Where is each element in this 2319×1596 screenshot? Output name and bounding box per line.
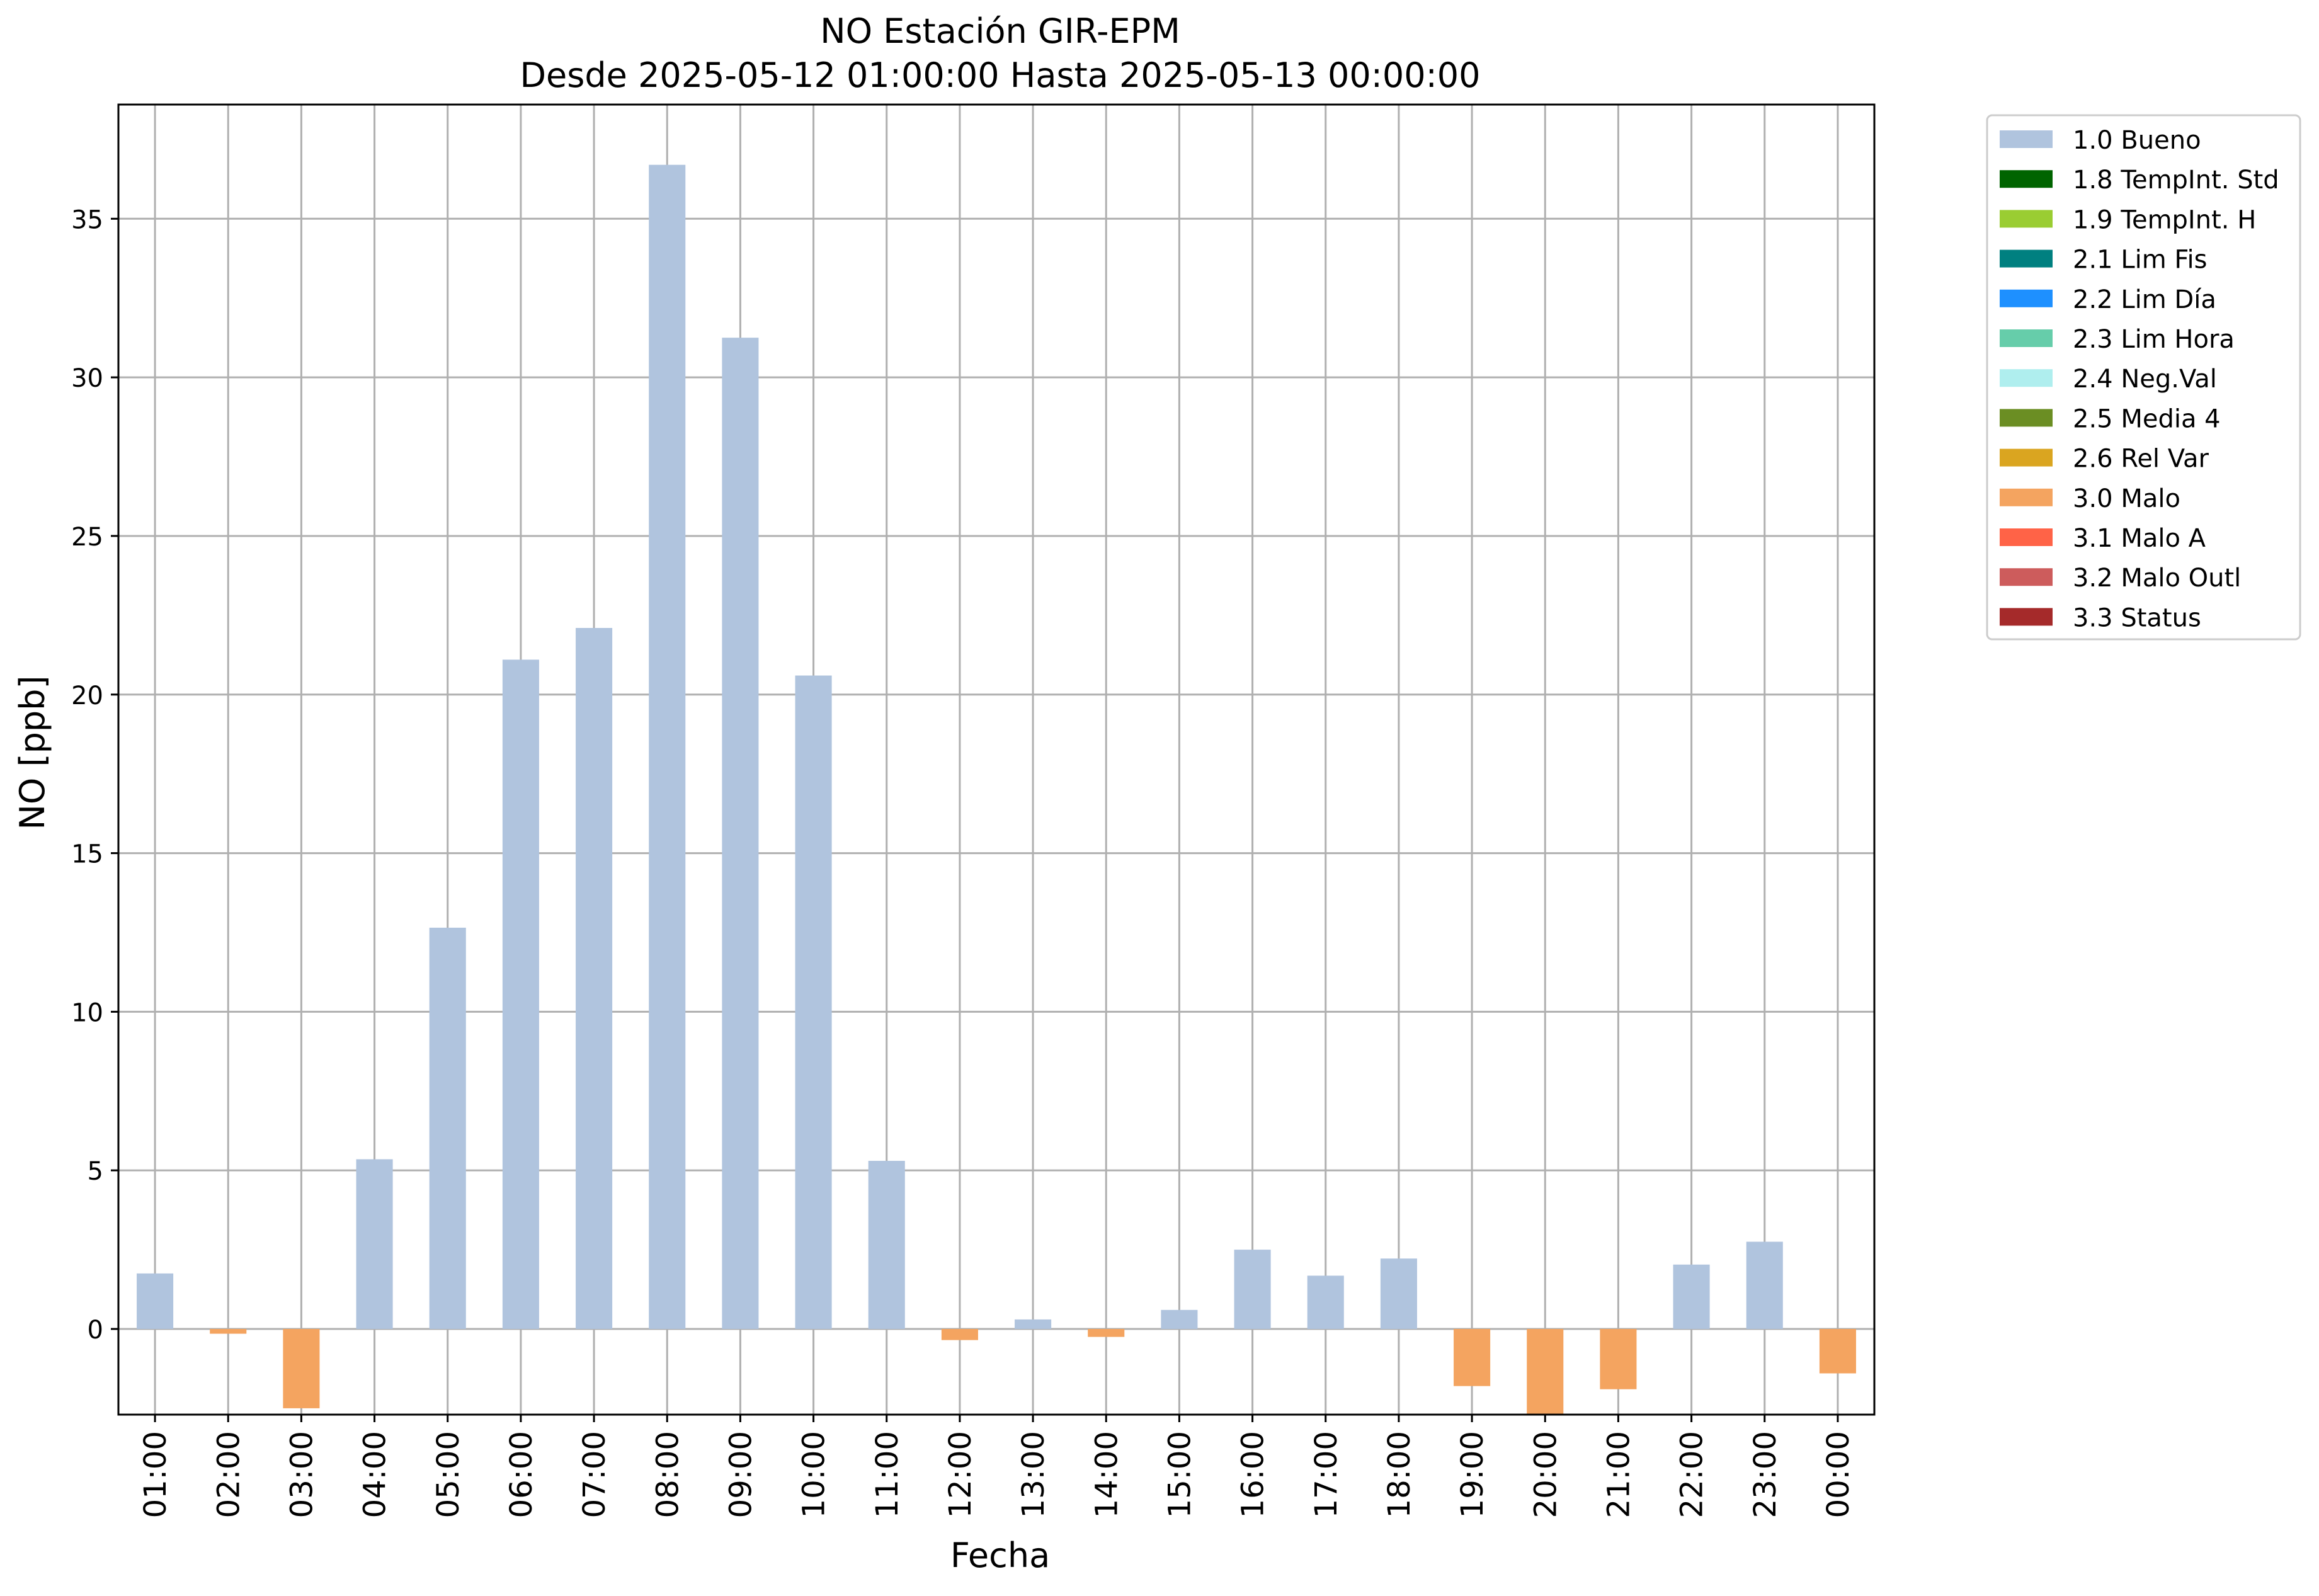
- legend-swatch: [2000, 210, 2053, 228]
- y-tick-label: 25: [71, 523, 103, 552]
- y-tick-label: 35: [71, 205, 103, 234]
- y-tick-label: 0: [88, 1316, 103, 1345]
- bar: [941, 1329, 978, 1340]
- legend-swatch: [2000, 568, 2053, 586]
- legend-swatch: [2000, 409, 2053, 427]
- legend-swatch: [2000, 608, 2053, 626]
- y-tick-label: 10: [71, 998, 103, 1027]
- bar: [1746, 1241, 1783, 1330]
- legend-label: 2.5 Media 4: [2073, 404, 2221, 433]
- x-axis: 01:00 02:00 03:00 04:00 05:00 06:00 07:00 08:00…: [138, 1415, 1856, 1518]
- x-tick-label: 20:00: [1528, 1431, 1563, 1518]
- legend-label: 2.4 Neg.Val: [2073, 365, 2217, 394]
- y-tick-label: 5: [88, 1157, 103, 1186]
- bar: [868, 1161, 905, 1330]
- legend-label: 2.3 Lim Hora: [2073, 325, 2235, 354]
- x-tick-label: 14:00: [1089, 1431, 1124, 1518]
- legend-swatch: [2000, 448, 2053, 467]
- x-tick-label: 23:00: [1748, 1431, 1783, 1518]
- x-tick-label: 11:00: [870, 1431, 905, 1518]
- legend-swatch: [2000, 170, 2053, 188]
- x-tick-label: 07:00: [577, 1431, 612, 1518]
- x-tick-label: 13:00: [1016, 1431, 1051, 1518]
- bar: [795, 675, 832, 1330]
- y-axis-label: NO [ppb]: [13, 675, 52, 829]
- x-tick-label: 21:00: [1601, 1431, 1636, 1518]
- bars: [137, 164, 1856, 1415]
- legend-label: 3.3 Status: [2073, 603, 2201, 632]
- x-tick-label: 15:00: [1162, 1431, 1197, 1518]
- x-tick-label: 06:00: [504, 1431, 539, 1518]
- x-tick-label: 02:00: [211, 1431, 246, 1518]
- x-tick-label: 19:00: [1455, 1431, 1490, 1518]
- bar: [1380, 1258, 1417, 1330]
- bar: [1527, 1329, 1564, 1415]
- x-tick-label: 04:00: [358, 1431, 393, 1518]
- legend-label: 3.2 Malo Outl: [2073, 564, 2241, 593]
- x-tick-label: 05:00: [431, 1431, 466, 1518]
- x-tick-label: 03:00: [284, 1431, 319, 1518]
- legend-swatch: [2000, 249, 2053, 268]
- bar: [1234, 1250, 1271, 1330]
- x-tick-label: 17:00: [1309, 1431, 1344, 1518]
- y-axis: 0 5 10 15 20 25 30 35: [71, 205, 118, 1345]
- chart-title: NO Estación GIR-EPM: [820, 11, 1180, 51]
- legend-swatch: [2000, 289, 2053, 307]
- chart-subtitle: Desde 2025-05-12 01:00:00 Hasta 2025-05-…: [520, 55, 1480, 95]
- x-tick-label: 00:00: [1821, 1431, 1856, 1518]
- y-tick-label: 20: [71, 681, 103, 710]
- legend-swatch: [2000, 369, 2053, 387]
- x-axis-label: Fecha: [950, 1536, 1050, 1575]
- legend: 1.0 Bueno 1.8 TempInt. Std 1.9 TempInt. H 2…: [1986, 114, 2301, 641]
- legend-swatch: [2000, 488, 2053, 506]
- x-tick-label: 12:00: [943, 1431, 978, 1518]
- legend-label: 3.0 Malo: [2073, 484, 2180, 513]
- legend-label: 1.9 TempInt. H: [2073, 205, 2256, 234]
- y-tick-label: 30: [71, 364, 103, 393]
- bar: [1161, 1309, 1198, 1330]
- legend-swatch: [2000, 528, 2053, 546]
- bar: [1600, 1329, 1637, 1389]
- legend-label: 2.1 Lim Fis: [2073, 246, 2207, 275]
- bar: [576, 627, 613, 1330]
- bar: [137, 1273, 174, 1330]
- x-tick-label: 18:00: [1382, 1431, 1417, 1518]
- bar: [649, 164, 686, 1330]
- x-tick-label: 16:00: [1236, 1431, 1271, 1518]
- legend-box: [1986, 114, 2301, 641]
- plot-frame: [117, 103, 1876, 1416]
- bar: [1673, 1264, 1710, 1330]
- legend-label: 2.2 Lim Día: [2073, 285, 2216, 314]
- legend-swatch: [2000, 329, 2053, 347]
- legend-label: 2.6 Rel Var: [2073, 445, 2209, 474]
- x-tick-label: 10:00: [797, 1431, 832, 1518]
- legend-label: 3.1 Malo A: [2073, 524, 2206, 553]
- bar: [1307, 1275, 1344, 1330]
- bar: [210, 1329, 247, 1334]
- x-tick-label: 01:00: [138, 1431, 173, 1518]
- legend-label: 1.0 Bueno: [2073, 126, 2201, 155]
- bar: [356, 1159, 393, 1330]
- bar: [1088, 1329, 1125, 1337]
- x-tick-label: 09:00: [723, 1431, 758, 1518]
- x-tick-label: 08:00: [650, 1431, 685, 1518]
- legend-label: 1.8 TempInt. Std: [2073, 166, 2279, 195]
- x-tick-label: 22:00: [1675, 1431, 1710, 1518]
- bar: [1819, 1329, 1856, 1374]
- bar: [429, 927, 466, 1330]
- bar: [283, 1329, 320, 1408]
- y-tick-label: 15: [71, 840, 103, 869]
- bar: [722, 338, 759, 1330]
- grid-lines: [118, 105, 1874, 1415]
- bar: [502, 659, 539, 1330]
- legend-swatch: [2000, 130, 2053, 148]
- bar: [1015, 1319, 1052, 1330]
- bar: [1454, 1329, 1491, 1386]
